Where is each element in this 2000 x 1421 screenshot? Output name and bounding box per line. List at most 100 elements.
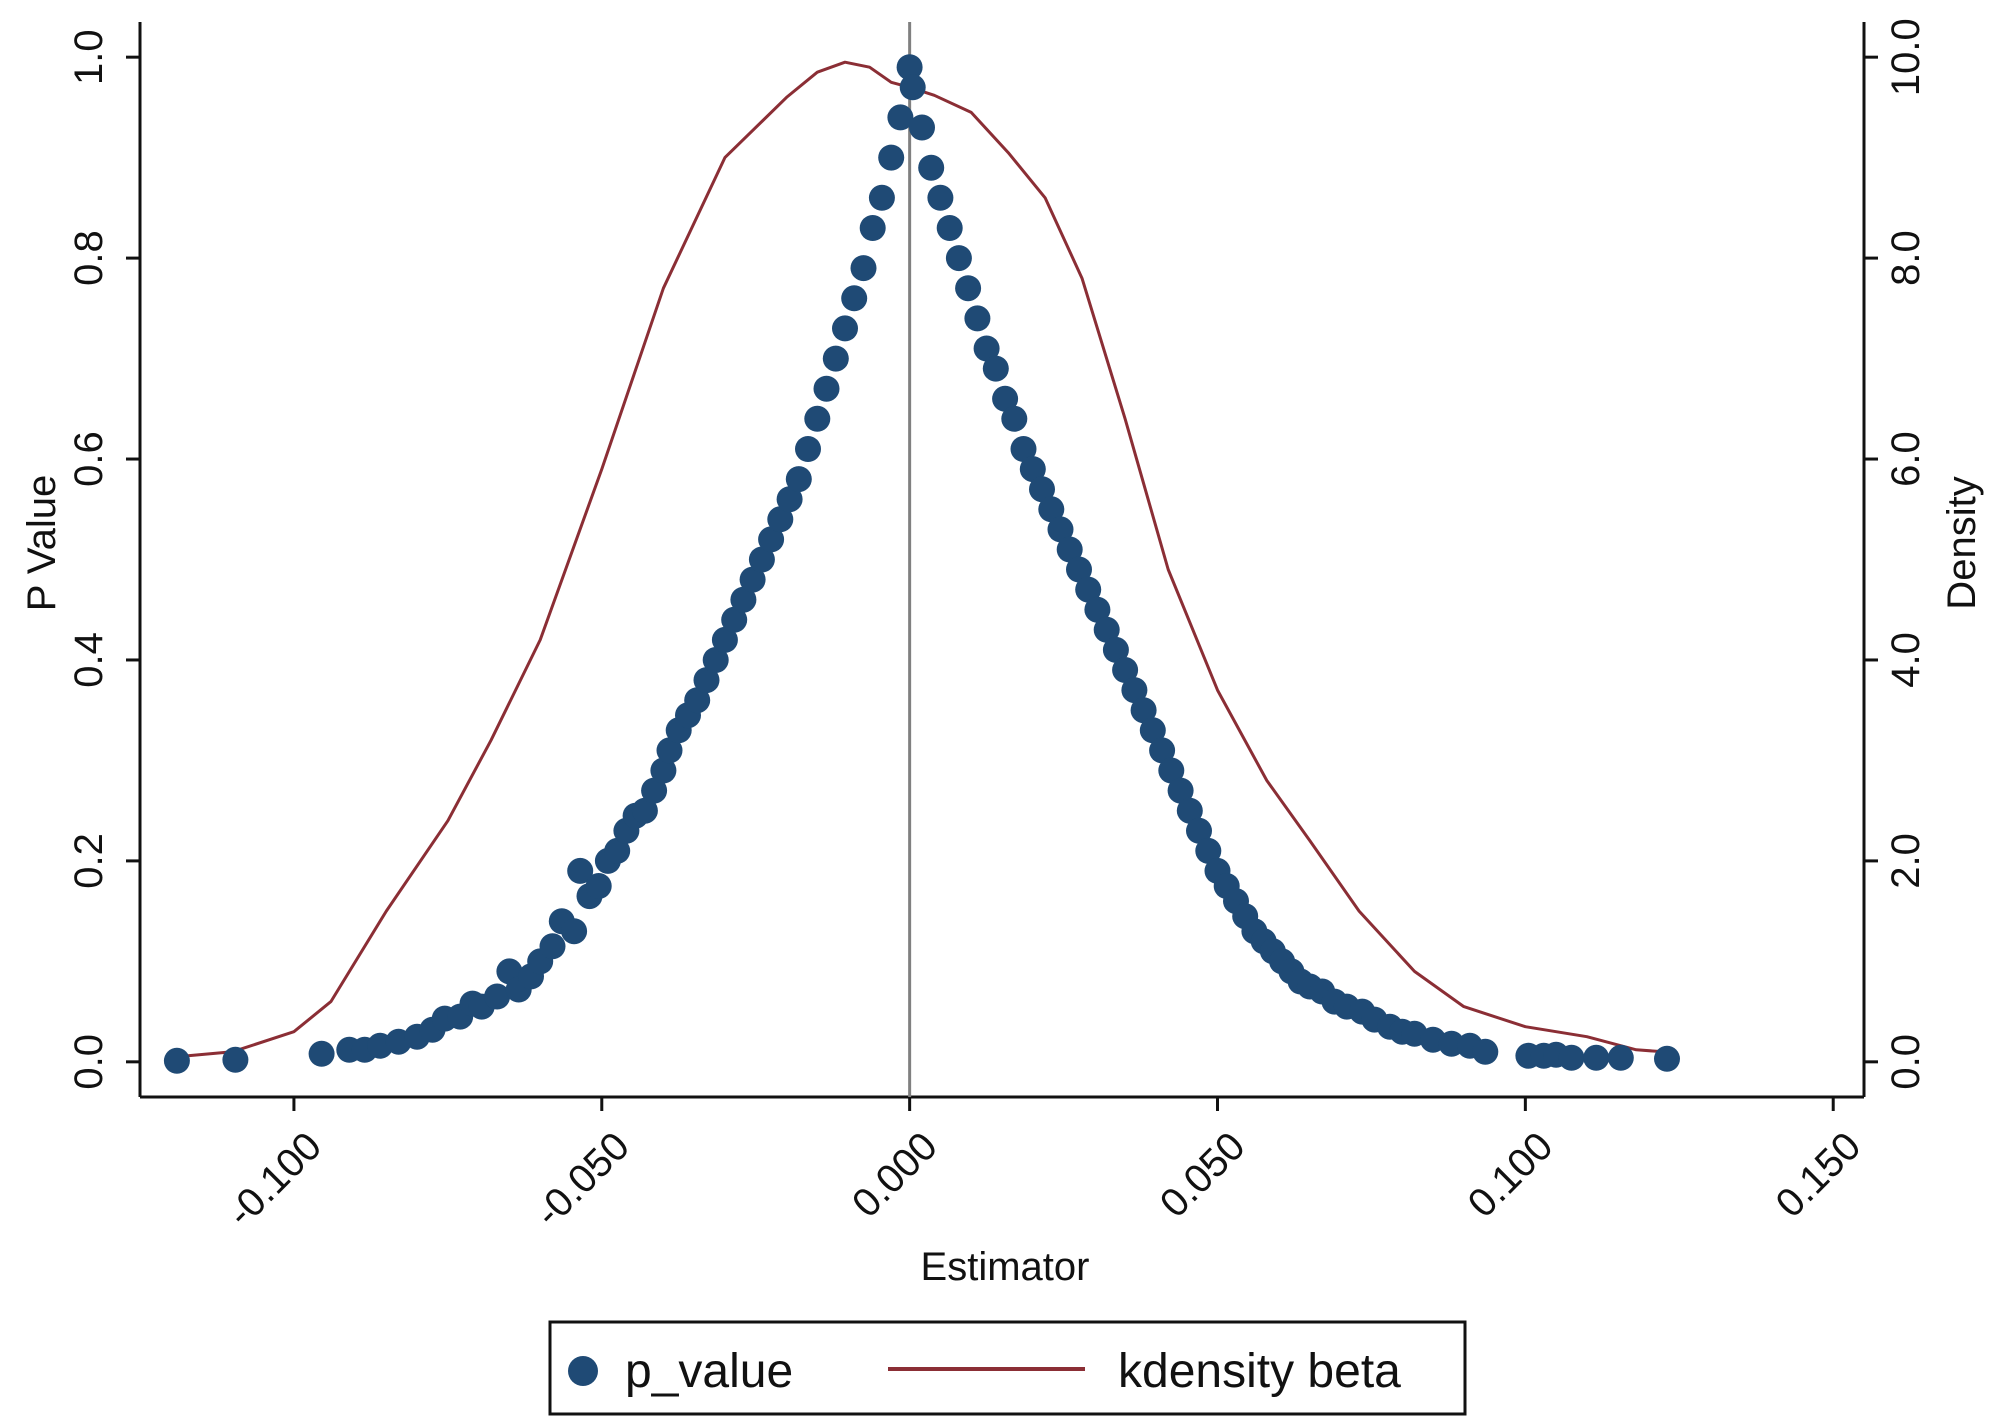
y2-axis-title: Density — [1940, 476, 1984, 609]
p-value-point — [982, 355, 1009, 382]
y2-tick-label: 0.0 — [1884, 1034, 1928, 1090]
p-value-point — [1010, 436, 1037, 462]
p-value-point — [936, 215, 963, 241]
p-value-point — [795, 436, 821, 462]
y2-tick-label: 8.0 — [1884, 230, 1928, 286]
p-value-point — [1186, 817, 1212, 844]
p-value-point — [1047, 516, 1074, 543]
p-value-point — [1130, 697, 1157, 724]
p-value-point — [1121, 677, 1148, 704]
p-value-point — [484, 983, 511, 1010]
p-value-point — [561, 918, 588, 945]
p-value-point — [1019, 456, 1046, 483]
y2-tick-label: 2.0 — [1884, 833, 1928, 889]
p-value-point — [758, 526, 785, 553]
p-value-point — [702, 647, 729, 673]
y2-tick-label: 6.0 — [1884, 431, 1928, 487]
p-value-point — [1093, 616, 1120, 643]
p-value-point — [1139, 717, 1166, 744]
p-value-point — [767, 506, 794, 533]
y-tick-label: 0.8 — [67, 230, 111, 286]
p-value-point — [1195, 837, 1222, 864]
y2-tick-label: 4.0 — [1884, 632, 1928, 688]
p-value-point — [1056, 536, 1083, 563]
p-value-point — [973, 335, 1000, 362]
p-value-point — [585, 873, 612, 899]
p-value-point — [909, 114, 935, 141]
p-value-point — [841, 285, 868, 312]
p-value-point — [859, 215, 886, 241]
p-value-point — [539, 933, 566, 960]
p-value-point — [992, 385, 1019, 412]
p-value-point — [804, 405, 831, 432]
p-value-point — [1075, 576, 1102, 603]
p-value-point — [730, 586, 757, 613]
p-value-point — [1607, 1044, 1634, 1071]
x-axis-title: Estimator — [921, 1245, 1090, 1289]
p-value-point — [1038, 496, 1065, 523]
p-value-point — [945, 245, 972, 272]
p-value-point — [163, 1047, 190, 1074]
legend: p_value kdensity beta — [548, 1320, 1467, 1416]
p-value-point — [850, 255, 877, 282]
p-value-point — [927, 184, 954, 211]
legend-label-p-value: p_value — [625, 1345, 793, 1398]
p-value-point — [1167, 777, 1194, 804]
p-value-point — [1112, 657, 1139, 683]
y-tick-label: 0.6 — [67, 431, 111, 487]
p-value-point — [896, 54, 923, 81]
p-value-series — [163, 54, 1680, 1074]
p-value-point — [684, 687, 711, 714]
p-value-point — [1029, 476, 1055, 503]
p-value-point — [832, 315, 858, 342]
p-value-point — [721, 606, 748, 633]
p-value-point — [964, 305, 991, 332]
p-value-point — [222, 1046, 249, 1073]
legend-label-kdensity: kdensity beta — [1118, 1345, 1401, 1398]
p-value-point — [918, 154, 945, 181]
p-value-point — [711, 626, 738, 653]
plot-frame — [138, 22, 1866, 1099]
p-value-point — [604, 837, 631, 864]
p-value-point — [899, 74, 926, 101]
p-value-point — [631, 797, 658, 824]
p-value-point — [739, 566, 766, 593]
p-value-point — [1558, 1044, 1585, 1071]
p-value-point — [1149, 737, 1176, 764]
p-value-point — [776, 486, 803, 513]
y-tick-label: 0.4 — [67, 632, 111, 688]
legend-marker-icon — [568, 1356, 598, 1386]
y-tick-label: 1.0 — [67, 29, 111, 85]
y-axis-title: P Value — [20, 475, 64, 611]
y-axis-right: 0.0 2.0 4.0 6.0 8.0 10.0 — [1864, 18, 1928, 1090]
p-value-point — [878, 144, 905, 171]
p-value-point — [650, 757, 677, 784]
p-value-point — [1158, 757, 1185, 784]
p-value-point — [748, 546, 775, 573]
p-value-point — [785, 466, 812, 493]
p-value-point — [1102, 636, 1129, 663]
p-value-point — [813, 375, 840, 402]
p-value-point — [955, 275, 982, 302]
p-value-point — [1176, 797, 1203, 824]
y2-tick-label: 10.0 — [1884, 18, 1928, 96]
p-value-point — [1084, 596, 1111, 623]
y-tick-label: 0.2 — [67, 833, 111, 889]
p-value-point — [1654, 1045, 1680, 1072]
p-value-point — [868, 184, 895, 211]
p-value-point — [1472, 1038, 1499, 1065]
p-value-point — [1583, 1044, 1610, 1071]
p-value-point — [693, 667, 720, 694]
p-value-point — [1066, 556, 1092, 583]
p-value-point — [308, 1040, 335, 1067]
p-value-point — [822, 345, 849, 372]
p-value-point — [887, 104, 914, 131]
p-value-point — [656, 737, 683, 764]
p-value-point — [641, 777, 668, 804]
y-tick-label: 0.0 — [67, 1034, 111, 1090]
y-axis-left: 0.0 0.2 0.4 0.6 0.8 1.0 — [67, 29, 140, 1090]
p-value-point — [567, 857, 594, 884]
p-value-point — [1001, 405, 1028, 432]
